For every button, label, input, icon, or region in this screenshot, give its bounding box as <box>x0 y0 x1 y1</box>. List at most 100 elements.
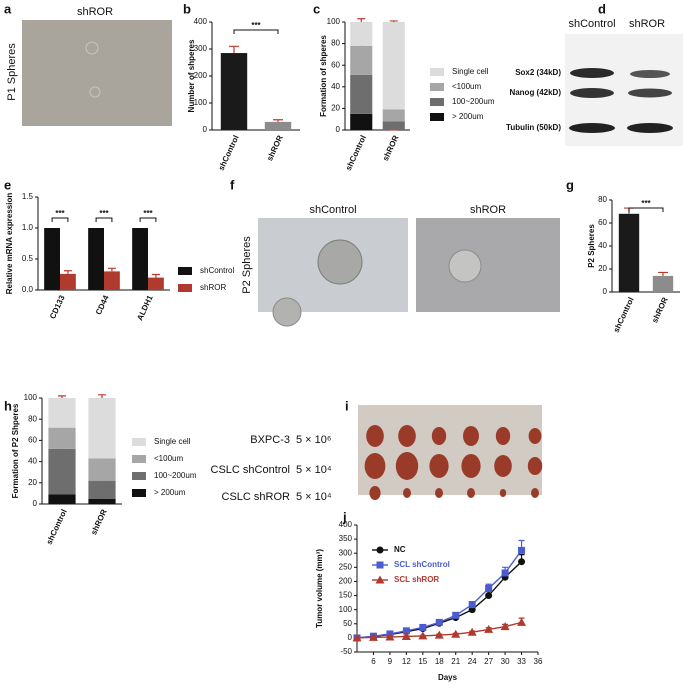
tumor <box>364 453 386 479</box>
marker <box>435 618 443 626</box>
marker <box>434 630 444 639</box>
marker <box>484 624 494 633</box>
y-tick-label: 40 <box>598 241 607 250</box>
marker <box>518 546 526 554</box>
bar <box>652 275 674 292</box>
x-tick-label: shROR <box>89 508 109 537</box>
bar <box>618 213 640 292</box>
error-bar <box>389 20 398 22</box>
legend-marker <box>375 575 385 584</box>
tumor <box>366 425 384 447</box>
tumor <box>527 457 543 475</box>
bar-segment <box>48 448 76 495</box>
legend-label: Single cell <box>452 67 489 76</box>
y-axis-label: Formation of shperes <box>319 35 328 117</box>
bar <box>148 277 164 290</box>
bar <box>44 228 60 290</box>
legend-swatch <box>430 113 444 121</box>
legend-label: <100um <box>154 454 183 463</box>
x-tick-label: 33 <box>517 657 526 666</box>
significance: *** <box>251 21 261 30</box>
marker <box>402 627 410 635</box>
significance: *** <box>55 209 65 218</box>
legend-label: 100~200um <box>452 97 495 106</box>
y-tick-label: 100 <box>24 393 38 402</box>
legend-swatch <box>132 455 146 463</box>
legend-swatch <box>132 472 146 480</box>
y-tick-label: 100 <box>194 98 208 107</box>
error-bar <box>658 271 668 276</box>
marker <box>517 617 527 626</box>
bar <box>132 228 148 290</box>
x-tick-label: 21 <box>451 657 460 666</box>
tumor <box>495 427 511 445</box>
tumor <box>528 428 542 444</box>
sphere-photo <box>416 218 560 312</box>
dose: 5 × 10⁴ <box>296 464 332 476</box>
legend-label: NC <box>394 545 406 554</box>
significance-bracket <box>51 217 69 222</box>
x-tick-label: 27 <box>484 657 493 666</box>
y-tick-label: 0 <box>203 125 208 134</box>
bar <box>104 271 120 290</box>
panel-letter: b <box>183 1 191 16</box>
blot-row: Sox2 (34kD) <box>515 68 561 77</box>
tumor <box>429 454 449 478</box>
tumor <box>467 488 475 498</box>
bar-segment <box>382 121 405 130</box>
legend-label: SCL shROR <box>394 575 439 584</box>
legend-label: > 200um <box>452 112 484 121</box>
y-tick-label: 250 <box>339 562 353 571</box>
panel-letter: j <box>342 509 347 524</box>
marker <box>452 611 460 619</box>
y-tick-label: 80 <box>331 39 340 48</box>
x-tick-label: shControl <box>344 134 368 172</box>
blot-row: Tubulin (50kD) <box>506 123 561 132</box>
bar <box>60 273 76 290</box>
error-bar <box>151 273 160 278</box>
sphere <box>448 249 482 283</box>
tumor-photo <box>358 405 542 495</box>
x-axis-label: Days <box>438 673 458 682</box>
tumor <box>398 425 416 447</box>
y-tick-label: 200 <box>194 71 208 80</box>
significance-bracket <box>95 217 113 222</box>
x-tick-label: shROR <box>650 296 670 325</box>
dose: 5 × 10⁶ <box>296 434 331 446</box>
x-tick-label: 12 <box>402 657 411 666</box>
y-tick-label: 400 <box>194 17 208 26</box>
tumor <box>403 488 411 498</box>
legend-label: shROR <box>200 283 226 292</box>
image-title: shControl <box>309 204 356 216</box>
y-tick-label: 0 <box>336 125 341 134</box>
marker <box>368 632 378 641</box>
tumor <box>461 454 481 478</box>
legend-swatch <box>132 489 146 497</box>
significance-bracket <box>139 217 157 222</box>
tumor <box>369 486 381 500</box>
error-bar <box>357 18 366 22</box>
sphere <box>317 239 363 285</box>
tumor <box>494 455 512 477</box>
marker <box>418 631 428 640</box>
panel-letter: h <box>4 398 12 413</box>
bar-segment <box>48 494 76 504</box>
error-bar <box>63 270 72 274</box>
y-tick-label: 1.5 <box>22 192 34 201</box>
y-tick-label: 60 <box>598 218 607 227</box>
x-tick-label: shControl <box>45 508 69 546</box>
panel-letter: e <box>4 177 11 192</box>
y-tick-label: 0 <box>348 633 353 642</box>
legend-swatch <box>430 83 444 91</box>
y-tick-label: 300 <box>339 548 353 557</box>
group-name: BXPC-3 <box>250 434 290 446</box>
image-side-label: P1 Spheres <box>6 43 18 101</box>
legend-marker <box>376 546 384 554</box>
x-tick-label: ALDH1 <box>135 293 155 321</box>
sphere <box>85 41 99 55</box>
group-name: CSLC shControl <box>211 464 290 476</box>
blot-row: Nanog (42kD) <box>509 88 561 97</box>
marker <box>468 601 476 609</box>
legend-swatch <box>178 267 192 275</box>
